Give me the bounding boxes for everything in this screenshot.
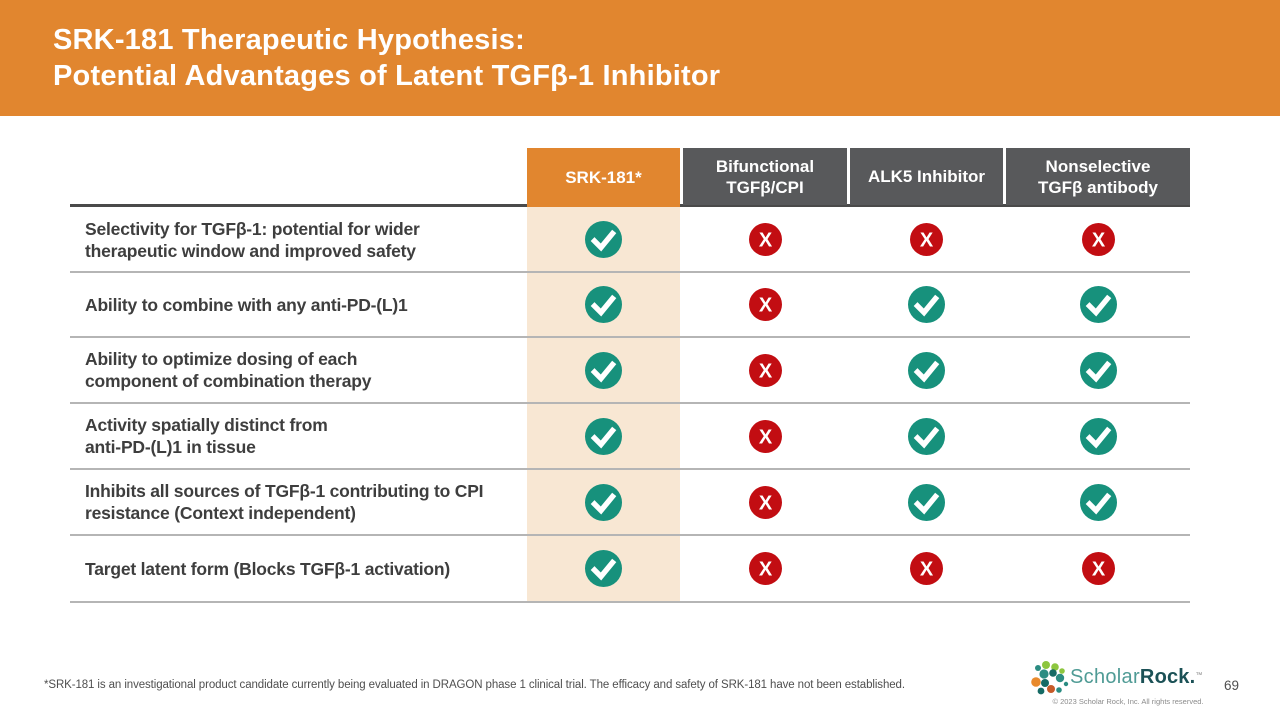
row-divider bbox=[70, 534, 1190, 536]
row-label: Inhibits all sources of TGFβ-1 contribut… bbox=[85, 469, 525, 535]
row-divider bbox=[70, 271, 1190, 273]
row-label-line: Target latent form (Blocks TGFβ-1 activa… bbox=[85, 558, 451, 579]
check-icon bbox=[1079, 286, 1117, 328]
row-divider bbox=[70, 402, 1190, 404]
column-header: ALK5 Inhibitor bbox=[850, 148, 1003, 205]
svg-text:X: X bbox=[758, 492, 772, 514]
check-icon bbox=[585, 351, 622, 394]
check-icon bbox=[908, 286, 945, 328]
svg-text:X: X bbox=[758, 360, 772, 382]
svg-text:X: X bbox=[1091, 559, 1105, 581]
x-icon: X bbox=[748, 223, 782, 261]
x-icon: X bbox=[910, 552, 943, 590]
row-label-line: anti-PD-(L)1 in tissue bbox=[85, 437, 256, 457]
check-icon bbox=[585, 550, 622, 592]
row-label-line: resistance (Context independent) bbox=[85, 503, 356, 523]
scholar-rock-wordmark: ScholarRock.™ bbox=[1070, 666, 1202, 689]
check-icon bbox=[908, 483, 945, 526]
row-label: Ability to combine with any anti-PD-(L)1 bbox=[85, 272, 525, 337]
page-number: 69 bbox=[1224, 678, 1240, 693]
x-icon: X bbox=[748, 288, 782, 326]
slide-title: SRK-181 Therapeutic Hypothesis: Potentia… bbox=[53, 22, 720, 94]
wordmark-scholar: Scholar bbox=[1070, 666, 1140, 688]
row-divider bbox=[70, 468, 1190, 470]
scholar-rock-logo-icon bbox=[1031, 661, 1069, 695]
x-icon: X bbox=[748, 353, 782, 392]
title-banner: SRK-181 Therapeutic Hypothesis: Potentia… bbox=[0, 0, 1280, 116]
row-label: Ability to optimize dosing of each compon… bbox=[85, 337, 525, 403]
x-icon: X bbox=[748, 485, 782, 524]
check-icon bbox=[585, 286, 622, 328]
svg-text:X: X bbox=[758, 426, 772, 448]
x-icon: X bbox=[910, 223, 943, 261]
row-label-line: Selectivity for TGFβ-1: potential for wi… bbox=[85, 218, 420, 239]
column-header-label: TGFβ/CPI bbox=[726, 177, 804, 197]
svg-text:X: X bbox=[758, 559, 772, 581]
slide-title-line-1: SRK-181 Therapeutic Hypothesis: bbox=[53, 24, 525, 56]
check-icon bbox=[1079, 483, 1117, 526]
row-label-line: therapeutic window and improved safety bbox=[85, 240, 416, 261]
row-label-line: Ability to combine with any anti-PD-(L)1 bbox=[85, 294, 408, 315]
column-header: Nonselective TGFβ antibody bbox=[1006, 148, 1190, 205]
x-icon: X bbox=[1081, 223, 1115, 261]
row-label: Target latent form (Blocks TGFβ-1 activa… bbox=[85, 535, 525, 602]
check-icon bbox=[585, 417, 622, 460]
svg-text:X: X bbox=[920, 559, 934, 581]
column-header-label: Bifunctional bbox=[715, 156, 815, 176]
check-icon bbox=[585, 221, 622, 263]
row-divider bbox=[70, 336, 1190, 338]
row-label-line: Inhibits all sources of TGFβ-1 contribut… bbox=[85, 481, 484, 501]
check-icon bbox=[1079, 417, 1117, 460]
check-icon bbox=[1079, 351, 1117, 394]
copyright-line: © 2023 Scholar Rock, Inc. All rights res… bbox=[1052, 697, 1204, 706]
wordmark-rock: Rock bbox=[1139, 666, 1190, 688]
footnote: *SRK-181 is an investigational product c… bbox=[44, 679, 905, 691]
row-label: Activity spatially distinct from anti-PD-… bbox=[85, 403, 525, 469]
column-header-label: ALK5 Inhibitor bbox=[867, 167, 986, 186]
svg-text:X: X bbox=[758, 295, 772, 317]
check-icon bbox=[585, 483, 622, 526]
check-icon bbox=[908, 417, 945, 460]
row-label: Selectivity for TGFβ-1: potential for wi… bbox=[85, 207, 525, 272]
column-header-label: Nonselective bbox=[1045, 156, 1151, 176]
column-header-label: SRK-181* bbox=[565, 168, 642, 187]
row-label-line: Activity spatially distinct from bbox=[85, 415, 328, 435]
slide-title-line-2: Potential Advantages of Latent TGFβ-1 In… bbox=[53, 60, 721, 92]
x-icon: X bbox=[748, 552, 782, 590]
row-label-line: Ability to optimize dosing of each bbox=[85, 349, 358, 369]
row-label-line: component of combination therapy bbox=[85, 371, 372, 391]
srk-column-highlight bbox=[527, 207, 680, 602]
row-divider bbox=[70, 601, 1190, 603]
x-icon: X bbox=[748, 419, 782, 458]
column-header: Bifunctional TGFβ/CPI bbox=[683, 148, 847, 205]
column-header-label: TGFβ antibody bbox=[1038, 177, 1158, 197]
trademark-symbol: ™ bbox=[1195, 672, 1203, 679]
svg-text:X: X bbox=[920, 230, 934, 252]
svg-text:X: X bbox=[758, 230, 772, 252]
svg-text:X: X bbox=[1091, 230, 1105, 252]
column-header-srk-181: SRK-181* bbox=[527, 148, 680, 207]
x-icon: X bbox=[1081, 552, 1115, 590]
check-icon bbox=[908, 351, 945, 394]
wordmark-period: . bbox=[1189, 666, 1196, 688]
